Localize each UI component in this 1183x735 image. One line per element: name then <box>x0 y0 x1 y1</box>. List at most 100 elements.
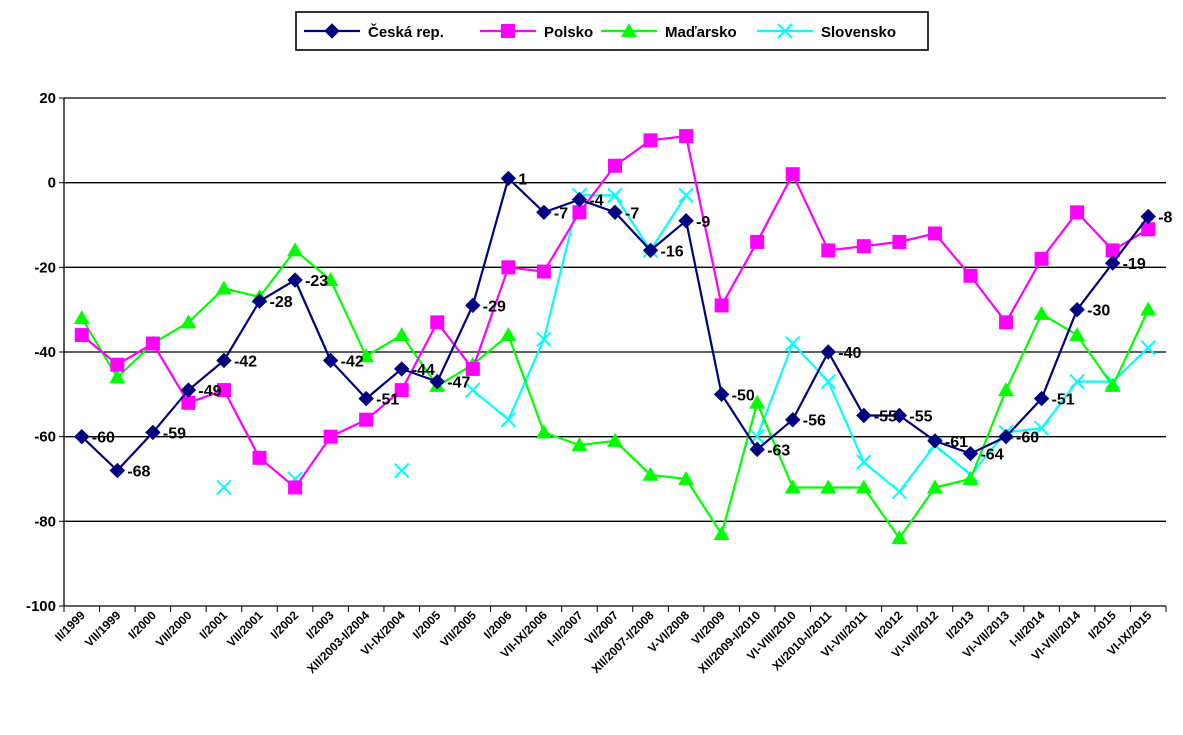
data-label: -7 <box>554 205 568 222</box>
data-label: -68 <box>127 464 150 481</box>
data-point-x-stroke <box>777 23 793 39</box>
legend-label: Polsko <box>544 24 593 41</box>
data-point-triangle <box>1069 327 1086 342</box>
legend-label: Česká rep. <box>368 23 444 41</box>
data-label: -55 <box>909 409 932 426</box>
data-point-triangle <box>393 327 410 342</box>
data-point-square <box>323 429 338 444</box>
data-point-square <box>643 133 658 148</box>
data-point-x-stroke <box>216 479 232 496</box>
data-point-diamond <box>1140 208 1156 225</box>
data-point-x <box>777 23 793 39</box>
data-point-diamond <box>1069 301 1085 318</box>
legend-item: Česká rep. <box>304 23 444 41</box>
series-1 <box>74 129 1156 495</box>
data-point-diamond <box>820 344 836 360</box>
data-point-diamond <box>358 390 374 407</box>
data-label: -59 <box>163 425 186 442</box>
data-point-square <box>927 226 942 241</box>
x-tick-label: VII/1999 <box>82 608 124 650</box>
data-label: -16 <box>661 243 684 260</box>
data-label: -63 <box>767 442 790 459</box>
data-point-diamond <box>109 462 126 479</box>
data-point-x-stroke <box>394 462 410 479</box>
data-point-square <box>465 361 480 376</box>
data-point-square <box>1034 251 1049 266</box>
series-line <box>81 177 1150 472</box>
data-point-triangle <box>322 272 339 287</box>
data-point-triangle <box>713 526 730 541</box>
data-point-diamond <box>1104 255 1121 271</box>
data-point-x <box>394 462 410 479</box>
data-label: -64 <box>980 447 1003 464</box>
series-line <box>80 249 1150 540</box>
legend-item: Slovensko <box>757 23 896 41</box>
data-point-x-stroke <box>856 454 872 470</box>
data-point-square <box>252 450 267 465</box>
data-point-x <box>465 382 481 398</box>
data-point-x-stroke <box>891 483 908 500</box>
data-label: -19 <box>1123 256 1146 273</box>
legend-item: Maďarsko <box>601 23 737 41</box>
data-point-square <box>536 264 551 279</box>
data-point-diamond <box>287 272 303 288</box>
x-tick-label: XII/2003-I/2004 <box>304 608 372 676</box>
data-point-x <box>607 187 623 204</box>
data-point-triangle <box>287 242 304 257</box>
data-point-triangle <box>926 479 943 494</box>
data-label: -28 <box>270 294 293 311</box>
data-point-triangle <box>109 369 126 384</box>
data-point-square <box>679 129 694 144</box>
data-point-x-stroke <box>536 331 552 348</box>
data-point-diamond <box>216 352 232 369</box>
data-point-x <box>856 454 872 470</box>
data-point-square <box>501 24 515 38</box>
data-point-square <box>394 383 409 398</box>
data-point-triangle <box>73 310 90 325</box>
data-point-x <box>891 483 908 500</box>
x-tick-label: I/2000 <box>125 608 159 642</box>
data-point-diamond <box>998 428 1014 445</box>
data-point-x <box>1140 340 1156 356</box>
data-point-diamond <box>324 23 340 39</box>
x-tick-label: I/2013 <box>943 608 977 642</box>
data-point-x <box>216 479 232 496</box>
legend-label: Maďarsko <box>665 24 737 41</box>
data-point-square <box>430 315 445 330</box>
data-label: -60 <box>1016 430 1039 447</box>
data-point-diamond <box>145 424 161 441</box>
data-label: -30 <box>1087 303 1110 320</box>
data-label: -49 <box>198 383 221 400</box>
x-tick-label: I/2012 <box>872 608 906 642</box>
data-point-diamond <box>891 407 908 424</box>
data-point-square <box>110 357 125 372</box>
data-point-square <box>892 234 907 249</box>
data-point-diamond <box>962 445 979 462</box>
data-point-x-stroke <box>820 373 836 390</box>
data-label: -9 <box>696 214 710 231</box>
data-point-triangle <box>571 437 588 452</box>
data-point-x-stroke <box>678 187 694 204</box>
data-point-triangle <box>784 479 801 494</box>
axes <box>63 98 1166 607</box>
series-0 <box>74 170 1156 479</box>
y-tick-label: -20 <box>34 259 56 276</box>
data-point-x-stroke <box>500 412 517 428</box>
data-point-square <box>856 239 871 254</box>
data-point-square <box>145 336 160 351</box>
series-group <box>73 129 1157 545</box>
x-tick-label: I/2003 <box>303 608 337 642</box>
data-point-x <box>785 335 801 352</box>
x-tick-label: I/2005 <box>410 608 444 642</box>
x-tick-label: I/2002 <box>268 608 302 642</box>
data-label: -4 <box>589 193 603 210</box>
data-point-triangle <box>749 394 766 409</box>
y-tick-label: -100 <box>26 598 56 615</box>
x-tick-label: I/2015 <box>1085 608 1119 642</box>
data-point-diamond <box>713 386 730 403</box>
data-point-x-stroke <box>785 335 801 352</box>
data-point-x <box>500 412 517 428</box>
data-point-diamond <box>856 407 872 424</box>
data-point-x <box>536 331 552 348</box>
